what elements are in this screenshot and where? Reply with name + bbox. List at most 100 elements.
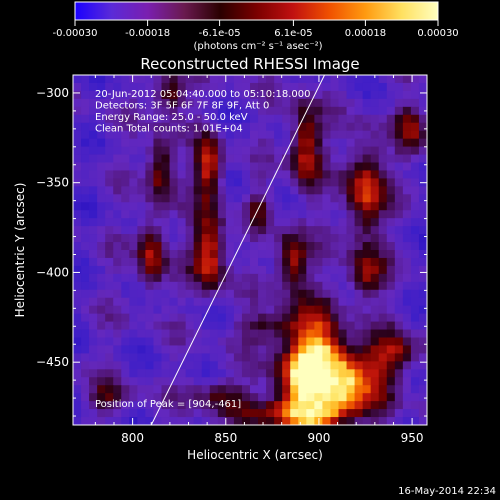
heatmap-pixel (290, 257, 299, 267)
heatmap-pixel (314, 98, 323, 108)
heatmap-pixel (306, 361, 315, 370)
heatmap-pixel (177, 82, 187, 92)
heatmap-pixel (346, 385, 355, 394)
heatmap-pixel (378, 265, 388, 275)
colorbar-tick-label: 6.1e-05 (274, 28, 312, 39)
heatmap-pixel (97, 194, 106, 203)
heatmap-pixel (250, 289, 259, 299)
heatmap-pixel (97, 313, 106, 322)
heatmap-pixel (193, 154, 203, 163)
heatmap-pixel (233, 313, 243, 322)
heatmap-pixel (266, 329, 275, 338)
heatmap-pixel (209, 305, 219, 315)
heatmap-pixel (378, 226, 388, 235)
heatmap-pixel (225, 281, 235, 291)
heatmap-pixel (137, 265, 146, 275)
heatmap-pixel (354, 265, 364, 275)
heatmap-pixel (370, 234, 380, 243)
heatmap-pixel (418, 226, 427, 235)
heatmap-pixel (282, 353, 291, 362)
heatmap-pixel (282, 385, 291, 394)
heatmap-pixel (378, 305, 388, 315)
heatmap-pixel (193, 186, 203, 195)
heatmap-pixel (306, 369, 315, 378)
heatmap-pixel (89, 345, 98, 354)
heatmap-pixel (241, 186, 251, 195)
heatmap-pixel (153, 218, 162, 227)
heatmap-pixel (169, 345, 178, 354)
heatmap-pixel (354, 194, 364, 203)
heatmap-pixel (73, 122, 82, 132)
heatmap-pixel (209, 234, 219, 243)
heatmap-pixel (241, 138, 251, 147)
heatmap-pixel (354, 162, 364, 171)
heatmap-pixel (145, 369, 154, 378)
footer-timestamp: 16-May-2014 22:34 (398, 486, 496, 497)
heatmap-pixel (402, 385, 412, 394)
heatmap-pixel (225, 417, 235, 425)
heatmap-pixel (322, 202, 331, 211)
heatmap-pixel (169, 106, 178, 116)
heatmap-pixel (201, 106, 211, 116)
heatmap-pixel (418, 281, 427, 291)
heatmap-pixel (89, 138, 98, 147)
heatmap-pixel (394, 345, 404, 354)
heatmap-pixel (217, 186, 227, 195)
heatmap-pixel (121, 138, 130, 147)
heatmap-pixel (153, 393, 162, 402)
heatmap-pixel (201, 257, 211, 267)
heatmap-pixel (274, 369, 283, 378)
heatmap-pixel (97, 417, 106, 425)
heatmap-pixel (105, 130, 114, 140)
heatmap-pixel (338, 377, 347, 386)
heatmap-pixel (169, 321, 178, 330)
heatmap-pixel (258, 385, 267, 394)
heatmap-pixel (217, 377, 227, 386)
heatmap-pixel (137, 75, 146, 84)
heatmap-pixel (394, 178, 404, 187)
heatmap-pixel (105, 218, 114, 227)
heatmap-pixel (306, 186, 315, 195)
heatmap-pixel (137, 313, 146, 322)
heatmap-pixel (225, 210, 235, 219)
heatmap-pixel (73, 281, 82, 291)
heatmap-pixel (418, 98, 427, 108)
heatmap-pixel (217, 321, 227, 330)
heatmap-pixel (217, 210, 227, 219)
heatmap-pixel (97, 385, 106, 394)
heatmap-pixel (193, 90, 203, 100)
heatmap-pixel (378, 257, 388, 267)
heatmap-pixel (81, 226, 90, 235)
heatmap-pixel (129, 114, 138, 124)
heatmap-pixel (233, 202, 243, 211)
heatmap-pixel (362, 138, 372, 147)
heatmap-pixel (89, 393, 98, 402)
heatmap-pixel (161, 186, 170, 195)
heatmap-pixel (266, 385, 275, 394)
heatmap-pixel (153, 329, 162, 338)
heatmap-pixel (129, 186, 138, 195)
heatmap-pixel (161, 138, 170, 147)
solar-limb-line (150, 75, 325, 425)
heatmap-pixel (362, 313, 372, 322)
heatmap-pixel (161, 305, 170, 315)
heatmap-pixel (193, 130, 203, 140)
heatmap-pixel (298, 289, 307, 299)
heatmap-pixel (121, 162, 130, 171)
heatmap-pixel (233, 234, 243, 243)
heatmap-pixel (97, 130, 106, 140)
heatmap-pixel (169, 361, 178, 370)
heatmap-pixel (89, 409, 98, 418)
heatmap-pixel (241, 361, 251, 370)
heatmap-pixel (209, 226, 219, 235)
heatmap-pixel (250, 178, 259, 187)
heatmap-pixel (217, 202, 227, 211)
heatmap-pixel (282, 257, 291, 267)
heatmap-pixel (209, 106, 219, 116)
heatmap-pixel (378, 122, 388, 132)
heatmap-pixel (394, 250, 404, 259)
heatmap-pixel (233, 265, 243, 275)
heatmap-pixel (169, 162, 178, 171)
heatmap-pixel (81, 281, 90, 291)
heatmap-pixel (81, 98, 90, 108)
